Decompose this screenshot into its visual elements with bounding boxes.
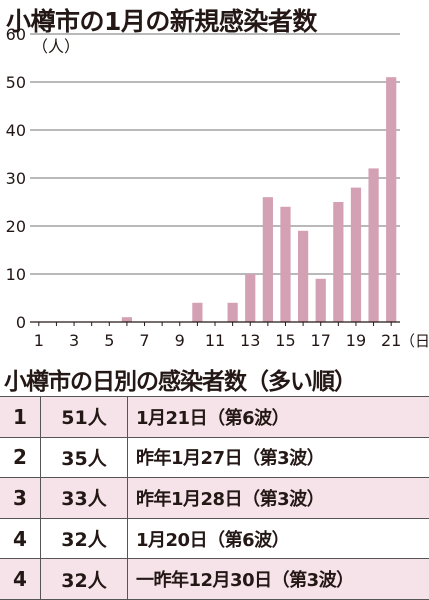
x-tick-label: 9 [175,331,185,350]
table-row: 3 33人 昨年1月28日（第3波） [0,477,429,519]
bar [121,317,133,322]
table-row: 4 32人 1月20日（第6波） [0,517,429,560]
bar [315,278,326,322]
x-tick-label: 13 [240,331,260,350]
table-row: 4 32人 一昨年12月30日（第3波） [0,558,429,600]
table-row: 2 35人 昨年1月27日（第3波） [0,436,429,479]
x-tick-label: 19 [346,331,366,350]
y-axis-label: （人） [32,37,80,56]
date-cell: 1月21日（第6波） [127,396,429,438]
count-cell: 33人 [40,477,128,519]
count-cell: 32人 [40,517,128,560]
y-tick-label: 50 [6,73,26,92]
y-tick-label: 20 [6,217,26,236]
x-tick-label: 5 [104,331,114,350]
chart-title: 小樽市の1月の新規感染者数 [6,7,317,36]
x-tick-label: 7 [139,331,149,350]
date-cell: 1月20日（第6波） [127,517,429,560]
x-tick-label: 21 [381,331,401,350]
bar [227,302,238,322]
x-axis-label: （日） [400,332,429,350]
bar [280,206,291,322]
bar [350,187,362,322]
y-tick-label: 40 [6,121,26,140]
bar [386,77,397,322]
bar [297,230,309,322]
bar [262,197,273,322]
bar [245,274,256,322]
date-cell: 昨年1月28日（第3波） [127,477,429,519]
ranking-table: 1 51人 1月21日（第6波） 2 35人 昨年1月27日（第3波） 3 33… [0,396,429,600]
x-tick-label: 1 [34,331,44,350]
rank-cell: 1 [0,396,41,438]
x-tick-label: 11 [205,331,225,350]
y-tick-label: 30 [6,169,26,188]
y-tick-label: 0 [16,313,26,332]
x-tick-label: 17 [311,331,331,350]
ranking-title: 小樽市の日別の感染者数（多い順） [4,369,357,395]
rank-cell: 4 [0,558,41,600]
count-cell: 35人 [40,436,128,479]
count-cell: 51人 [40,396,128,438]
y-tick-label: 60 [6,25,26,44]
x-tick-label: 15 [275,331,295,350]
rank-cell: 3 [0,477,41,519]
rank-cell: 2 [0,436,41,479]
count-cell: 32人 [40,558,128,600]
rank-cell: 4 [0,517,41,560]
bar [368,168,379,322]
y-tick-label: 10 [6,265,26,284]
date-cell: 昨年1月27日（第3波） [127,436,429,479]
x-tick-label: 3 [69,331,79,350]
bar [333,202,344,322]
bar [192,302,203,322]
table-row: 1 51人 1月21日（第6波） [0,396,429,438]
date-cell: 一昨年12月30日（第3波） [127,558,429,600]
